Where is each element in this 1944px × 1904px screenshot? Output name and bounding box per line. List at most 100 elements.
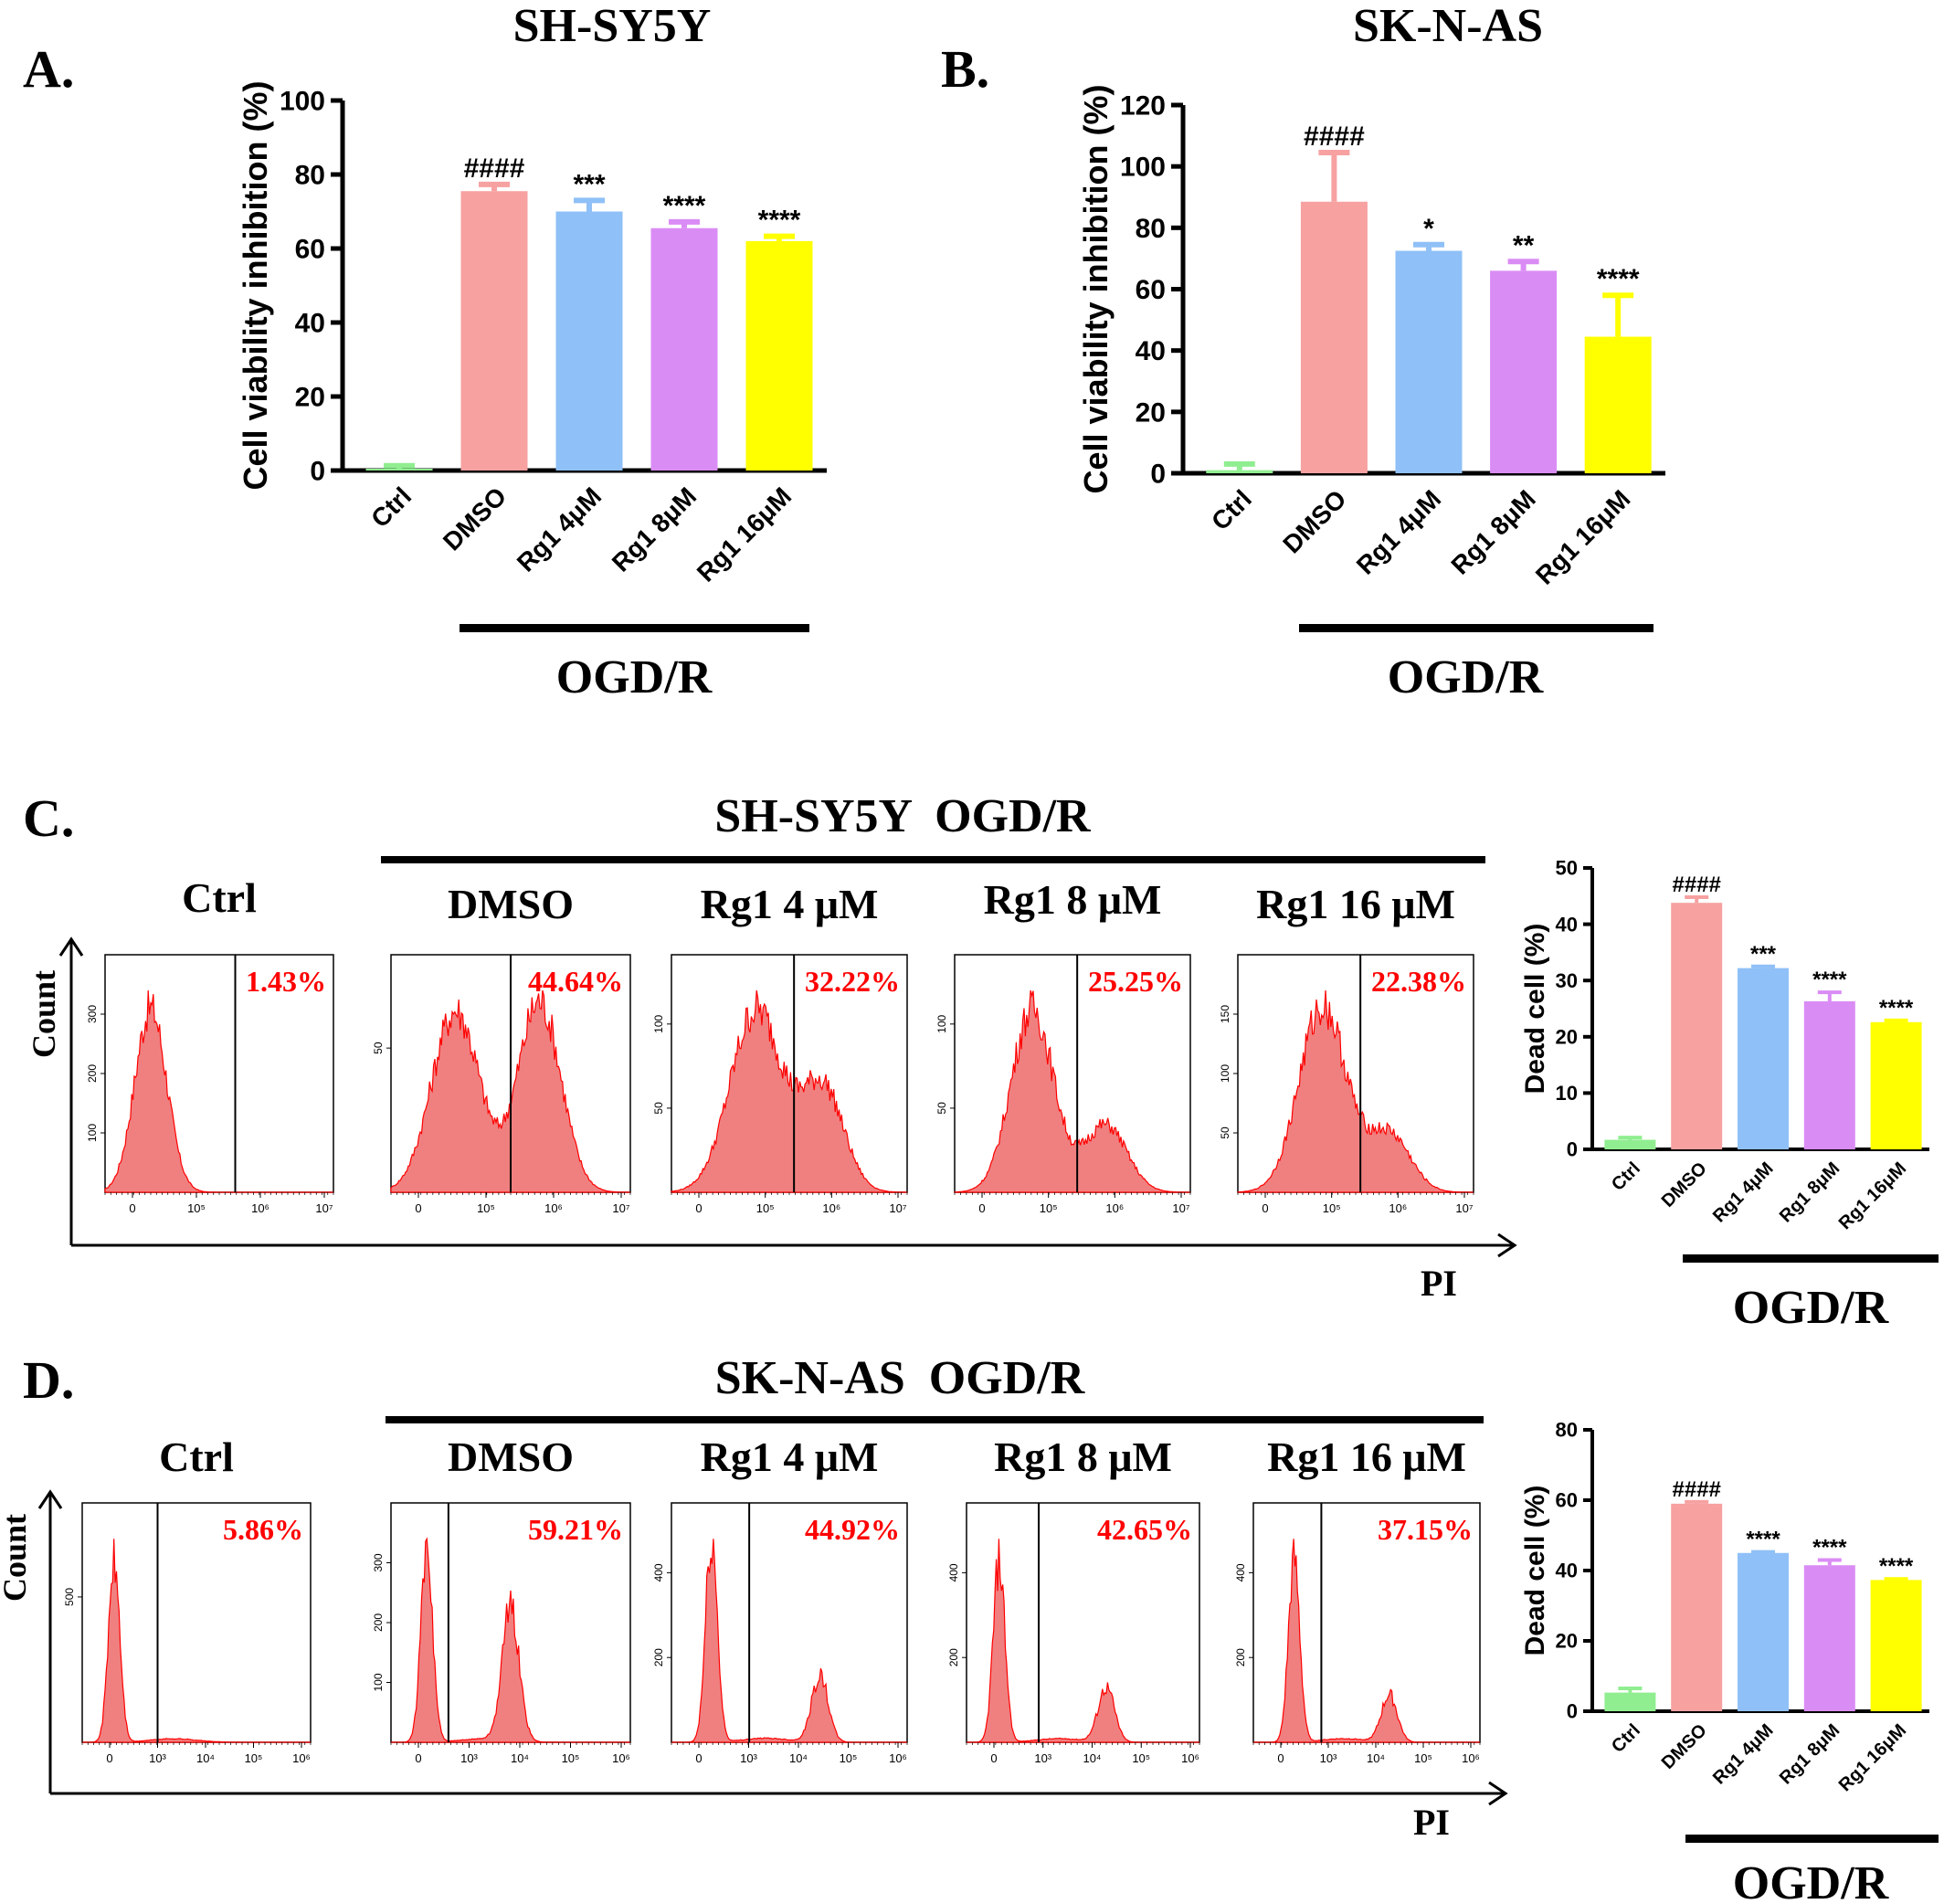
flow-axes-d bbox=[37, 1489, 1508, 1806]
histogram-c-rg1-4-m: 32.22% 50 100 0 10⁵ 10⁶ 10⁷ Rg1 4 μM bbox=[652, 881, 908, 1215]
panel-c-group-label: OGD/R bbox=[1733, 1282, 1890, 1334]
panel-c-group-bar bbox=[1683, 1254, 1939, 1263]
hist-x-tick-label: 10⁴ bbox=[1083, 1751, 1101, 1765]
significance-label: **** bbox=[1879, 996, 1914, 1021]
bar-ctrl bbox=[365, 468, 433, 471]
histogram-area bbox=[967, 1539, 1199, 1743]
gate-percent: 44.64% bbox=[528, 965, 623, 998]
hist-y-tick-label: 200 bbox=[947, 1648, 960, 1666]
gate-percent: 44.92% bbox=[805, 1513, 900, 1546]
y-tick-label: 80 bbox=[295, 161, 325, 191]
significance-label: **** bbox=[1597, 264, 1640, 294]
significance-label: #### bbox=[1304, 122, 1365, 152]
x-tick-label: Ctrl bbox=[1608, 1158, 1644, 1195]
significance-label: **** bbox=[1812, 968, 1847, 992]
panel-c-title-bar bbox=[381, 856, 1485, 863]
panel-b-title: SK-N-AS bbox=[1353, 0, 1543, 52]
hist-x-tick-label: 10⁷ bbox=[315, 1201, 333, 1215]
bar-rg1-8-m bbox=[1490, 270, 1558, 473]
bar-rg1-8-m bbox=[1803, 1565, 1855, 1711]
bar-rg1-4-m bbox=[1738, 1552, 1789, 1711]
hist-x-tick-label: 10⁵ bbox=[840, 1751, 858, 1765]
hist-y-tick-label: 400 bbox=[1234, 1563, 1247, 1581]
hist-x-tick-label: 0 bbox=[695, 1201, 702, 1215]
panel-d-title-bar bbox=[386, 1416, 1484, 1423]
panel-c-title: SH-SY5Y OGD/R bbox=[714, 790, 1092, 842]
bar-dmso bbox=[1300, 201, 1368, 473]
histogram-d-ctrl: 5.86% 500 0 10³ 10⁴ 10⁵ 10⁶ Ctrl bbox=[63, 1433, 312, 1765]
bar-ctrl bbox=[1604, 1692, 1656, 1711]
x-tick-label: Ctrl bbox=[1206, 484, 1257, 535]
histogram-area bbox=[671, 1539, 907, 1743]
significance-label: * bbox=[1423, 214, 1434, 244]
significance-label: **** bbox=[1879, 1554, 1914, 1579]
sample-label: Rg1 16 μM bbox=[1267, 1433, 1466, 1480]
hist-y-tick-label: 400 bbox=[947, 1563, 960, 1581]
x-tick-label: Rg1 4μM bbox=[1709, 1720, 1778, 1789]
hist-x-tick-label: 0 bbox=[978, 1201, 985, 1215]
x-tick-label: Rg1 8μM bbox=[1776, 1720, 1844, 1789]
x-tick-label: DMSO bbox=[1658, 1720, 1711, 1773]
sample-label: Rg1 4 μM bbox=[701, 1433, 879, 1480]
y-tick-label: 0 bbox=[1567, 1700, 1578, 1723]
hist-x-tick-label: 10⁶ bbox=[292, 1751, 311, 1765]
hist-x-tick-label: 10³ bbox=[149, 1751, 166, 1765]
bar-dmso bbox=[460, 191, 528, 471]
hist-x-tick-label: 0 bbox=[695, 1751, 702, 1765]
bar-rg1-8-m bbox=[650, 227, 718, 471]
hist-x-tick-label: 10⁶ bbox=[822, 1201, 840, 1215]
bar-rg1-16-m bbox=[745, 240, 813, 471]
bar-chart-d-bar: 0 20 40 60 80 Dead cell (%) Ctrl #### DMSO **** Rg… bbox=[1520, 1419, 1929, 1795]
gate-percent: 32.22% bbox=[805, 965, 900, 998]
significance-label: **** bbox=[758, 206, 801, 236]
significance-label: **** bbox=[1746, 1528, 1780, 1552]
significance-label: #### bbox=[464, 153, 525, 184]
y-axis-label: Cell viability inhibition (%) bbox=[1077, 84, 1115, 493]
hist-y-tick-label: 50 bbox=[935, 1102, 948, 1115]
y-axis-label: Dead cell (%) bbox=[1520, 924, 1550, 1095]
hist-y-tick-label: 50 bbox=[372, 1042, 385, 1054]
significance-label: *** bbox=[573, 169, 605, 199]
y-tick-label: 30 bbox=[1556, 969, 1578, 992]
bar-rg1-4-m bbox=[1395, 250, 1463, 473]
count-arrowhead bbox=[58, 936, 84, 957]
y-tick-label: 60 bbox=[295, 235, 325, 265]
flow-axes-c bbox=[58, 936, 1517, 1258]
charts-layer: 0 20 40 60 80 100 Cell viability inhibition (%… bbox=[37, 80, 1929, 1806]
histogram-area bbox=[82, 1539, 311, 1743]
histogram-d-dmso: 59.21% 100 200 300 0 10³ 10⁴ 10⁵ 10⁶ DMSO bbox=[372, 1433, 631, 1765]
histogram-d-rg1-16-m: 37.15% 200 400 0 10³ 10⁴ 10⁵ 10⁶ Rg1 16 μM bbox=[1234, 1433, 1481, 1765]
histogram-area bbox=[1253, 1539, 1480, 1743]
histogram-area bbox=[671, 989, 907, 1193]
hist-x-tick-label: 10³ bbox=[740, 1751, 757, 1765]
hist-x-tick-label: 10⁵ bbox=[1414, 1751, 1432, 1765]
sample-label: Rg1 8 μM bbox=[984, 876, 1162, 923]
y-tick-label: 20 bbox=[1556, 1026, 1578, 1049]
hist-y-tick-label: 400 bbox=[652, 1563, 665, 1581]
panel-a-group-label: OGD/R bbox=[556, 651, 713, 703]
histogram-c-dmso: 44.64% 50 0 10⁵ 10⁶ 10⁷ DMSO bbox=[372, 881, 631, 1215]
y-tick-label: 40 bbox=[1136, 336, 1166, 366]
count-arrowhead bbox=[37, 1489, 63, 1509]
hist-x-tick-label: 10⁶ bbox=[251, 1201, 269, 1215]
hist-y-tick-label: 150 bbox=[1219, 1005, 1231, 1023]
y-tick-label: 0 bbox=[310, 457, 325, 487]
hist-x-tick-label: 10⁶ bbox=[1389, 1201, 1407, 1215]
histogram-area bbox=[1237, 989, 1474, 1193]
sample-label: DMSO bbox=[448, 1433, 574, 1480]
histogram-c-rg1-8-m: 25.25% 50 100 0 10⁵ 10⁶ 10⁷ Rg1 8 μM bbox=[935, 876, 1191, 1215]
hist-x-tick-label: 10⁴ bbox=[511, 1751, 529, 1765]
pi-arrowhead bbox=[1497, 1232, 1517, 1258]
hist-x-tick-label: 10⁵ bbox=[187, 1201, 206, 1215]
y-tick-label: 0 bbox=[1150, 460, 1166, 490]
y-tick-label: 80 bbox=[1136, 214, 1166, 244]
sample-label: Rg1 8 μM bbox=[994, 1433, 1172, 1480]
y-tick-label: 60 bbox=[1136, 275, 1166, 305]
x-tick-label: DMSO bbox=[1658, 1158, 1711, 1211]
hist-y-tick-label: 100 bbox=[652, 1015, 665, 1033]
hist-y-tick-label: 100 bbox=[935, 1015, 948, 1033]
hist-x-tick-label: 10⁷ bbox=[612, 1201, 629, 1215]
gate-percent: 25.25% bbox=[1088, 965, 1183, 998]
